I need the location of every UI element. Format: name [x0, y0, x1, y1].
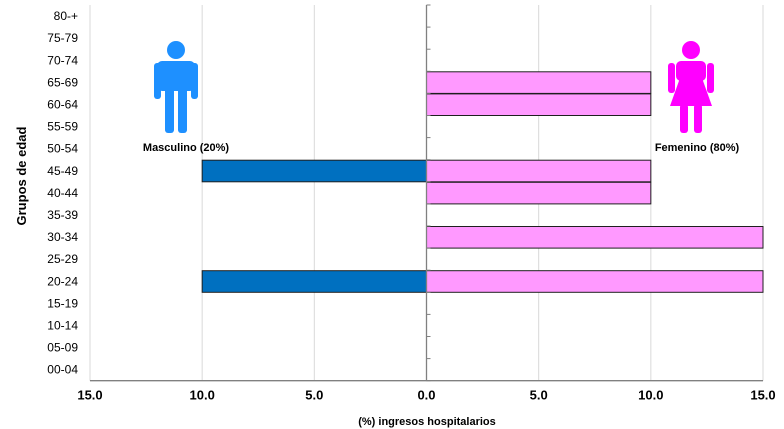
y-tick-label: 35-39 — [47, 208, 78, 222]
y-tick-label: 80-+ — [54, 9, 78, 23]
bar-femenino-20-24 — [426, 270, 764, 293]
axes — [90, 4, 763, 382]
legend-male-label: Masculino (20%) — [143, 142, 230, 154]
y-tick-labels: 00-04 05-09 10-14 15-19 20-24 25-29 30-34 35-39… — [47, 9, 78, 377]
x-tick-label: 10.0 — [638, 388, 663, 403]
y-tick-label: 40-44 — [47, 186, 78, 200]
y-tick-label: 70-74 — [47, 53, 78, 67]
y-tick-label: 50-54 — [47, 142, 78, 156]
y-tick-label: 60-64 — [47, 97, 78, 111]
y-axis-title: Grupos de edad — [14, 126, 29, 225]
bar-masculino-45-49 — [201, 159, 427, 183]
y-tick-label: 15-19 — [47, 296, 78, 310]
y-tick-label: 10-14 — [47, 318, 78, 332]
y-tick-label: 30-34 — [47, 230, 78, 244]
x-tick-label: 0.0 — [417, 388, 435, 403]
y-tick-label: 45-49 — [47, 164, 78, 178]
y-tick-label: 55-59 — [47, 120, 78, 134]
x-tick-label: 15.0 — [750, 388, 775, 403]
female-person-icon — [668, 41, 714, 133]
x-axis-title: (%) ingresos hospitalarios — [358, 416, 496, 428]
y-tick-label: 05-09 — [47, 341, 78, 355]
y-tick-label: 65-69 — [47, 75, 78, 89]
x-tick-label: 5.0 — [305, 388, 323, 403]
x-tick-label: 5.0 — [530, 388, 548, 403]
legend-female-label: Femenino (80%) — [655, 142, 740, 154]
x-tick-labels: 15.0 10.0 5.0 0.0 5.0 10.0 15.0 — [77, 388, 775, 403]
y-tick-label: 20-24 — [47, 274, 78, 288]
bar-femenino-65-69 — [426, 71, 652, 94]
bar-femenino-60-64 — [426, 93, 652, 117]
y-tick-label: 00-04 — [47, 363, 78, 377]
bar-femenino-30-34 — [426, 226, 764, 249]
male-person-icon — [154, 41, 198, 133]
y-tick-label: 25-29 — [47, 252, 78, 266]
y-tick-label: 75-79 — [47, 31, 78, 45]
bar-femenino-45-49 — [426, 159, 652, 183]
x-tick-label: 15.0 — [77, 388, 102, 403]
bar-masculino-20-24 — [201, 270, 427, 293]
x-tick-label: 10.0 — [190, 388, 215, 403]
bar-femenino-40-44 — [426, 181, 652, 205]
